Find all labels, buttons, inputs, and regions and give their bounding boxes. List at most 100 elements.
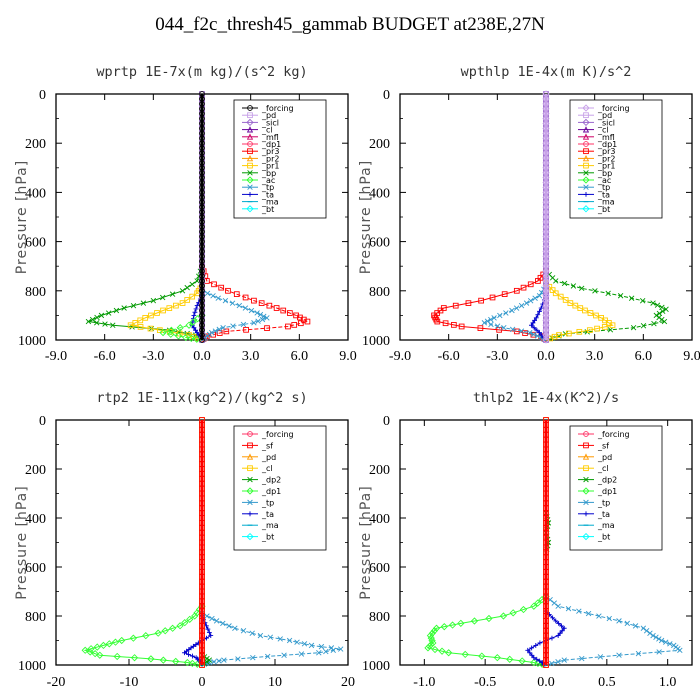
data-point bbox=[192, 309, 198, 315]
legend-marker bbox=[583, 499, 589, 506]
data-point bbox=[530, 331, 537, 338]
legend-label: _sf bbox=[261, 441, 273, 450]
panel-title: wpthlp 1E-4x(m K)/s^2 bbox=[461, 64, 632, 80]
y-tick-label: 400 bbox=[25, 186, 46, 201]
data-point bbox=[561, 657, 567, 663]
data-point bbox=[485, 614, 493, 623]
data-point bbox=[537, 640, 543, 646]
legend-entry: _pr2 bbox=[578, 154, 615, 163]
legend-entry: _ta bbox=[242, 510, 274, 519]
data-point bbox=[594, 325, 600, 332]
panel-title: wprtp 1E-7x(m kg)/(s^2 kg) bbox=[96, 64, 307, 80]
data-point bbox=[110, 322, 116, 328]
legend-marker bbox=[583, 511, 589, 517]
data-point bbox=[213, 618, 220, 624]
data-point bbox=[169, 624, 177, 632]
data-point bbox=[225, 287, 231, 294]
data-point bbox=[167, 326, 176, 334]
data-point bbox=[647, 630, 653, 636]
data-point bbox=[630, 324, 637, 331]
data-point bbox=[248, 307, 255, 314]
legend-marker bbox=[583, 442, 589, 449]
data-point bbox=[176, 622, 184, 630]
legend-entry: _tp bbox=[242, 498, 274, 507]
y-tick-label: 200 bbox=[369, 463, 390, 478]
data-point bbox=[542, 292, 550, 300]
legend-marker bbox=[247, 105, 253, 111]
data-point bbox=[530, 658, 538, 667]
data-point bbox=[552, 290, 559, 297]
data-point bbox=[503, 310, 509, 316]
legend-entry: _ma bbox=[242, 521, 279, 530]
data-point bbox=[323, 648, 329, 655]
data-point bbox=[542, 213, 550, 221]
y-tick-label: 800 bbox=[25, 285, 46, 300]
data-point bbox=[183, 658, 192, 667]
data-point bbox=[576, 328, 583, 335]
data-point bbox=[249, 630, 255, 636]
data-point bbox=[579, 655, 585, 662]
data-point bbox=[173, 302, 179, 309]
legend-marker bbox=[246, 532, 254, 541]
legend-entry: _ta bbox=[578, 190, 610, 199]
data-point bbox=[206, 657, 213, 663]
series-path bbox=[482, 285, 547, 341]
data-point bbox=[643, 628, 650, 634]
legend-label: _bp bbox=[597, 169, 612, 178]
data-point bbox=[251, 297, 257, 304]
data-point bbox=[458, 323, 465, 330]
data-point bbox=[659, 304, 665, 311]
data-point bbox=[208, 633, 214, 638]
data-point bbox=[549, 287, 556, 293]
legend-entry: _bp bbox=[578, 169, 612, 178]
data-point bbox=[660, 308, 666, 315]
legend-label: _dp1 bbox=[261, 140, 281, 149]
legend-label: _pr1 bbox=[261, 162, 279, 171]
data-point bbox=[254, 310, 260, 316]
y-tick-label: 0 bbox=[383, 88, 390, 103]
data-point bbox=[596, 613, 602, 619]
legend-marker bbox=[247, 499, 253, 506]
legend-marker bbox=[583, 148, 589, 155]
data-point bbox=[542, 90, 550, 98]
legend-marker bbox=[247, 192, 253, 197]
data-point bbox=[542, 110, 550, 118]
legend-marker bbox=[582, 133, 590, 140]
data-point bbox=[555, 659, 561, 665]
series-line bbox=[199, 91, 205, 343]
data-point bbox=[118, 636, 126, 645]
data-point bbox=[222, 297, 229, 304]
legend-label: _forcing bbox=[597, 104, 630, 113]
data-point bbox=[298, 651, 305, 657]
data-point bbox=[543, 662, 549, 668]
data-point bbox=[518, 657, 526, 665]
x-tick-label: 0.0 bbox=[193, 349, 211, 364]
data-point bbox=[542, 287, 550, 295]
x-tick-label: -1.0 bbox=[413, 675, 435, 690]
data-point bbox=[99, 641, 108, 650]
legend-label: _dp2 bbox=[261, 476, 281, 485]
data-point bbox=[426, 631, 435, 640]
data-point bbox=[251, 320, 257, 326]
data-point bbox=[531, 655, 537, 661]
data-point bbox=[624, 620, 630, 627]
data-point bbox=[189, 281, 195, 288]
data-point bbox=[93, 643, 101, 651]
data-point bbox=[542, 188, 550, 197]
data-point bbox=[229, 300, 236, 306]
data-point bbox=[258, 300, 265, 306]
legend: _forcing _sf _pd _cl _dp2 _dp1 _tp _ta _ma _bt bbox=[569, 425, 663, 551]
panel-3: rtp2 1E-11x(kg^2)/(kg^2 s) Pressure [hPa]… bbox=[14, 390, 355, 690]
data-point bbox=[304, 318, 311, 325]
data-point bbox=[532, 295, 538, 301]
data-point bbox=[204, 659, 210, 665]
data-point bbox=[277, 636, 283, 642]
data-point bbox=[538, 305, 544, 311]
legend-label: _dp2 bbox=[597, 476, 617, 485]
data-point bbox=[440, 623, 448, 631]
legend-marker bbox=[583, 162, 589, 169]
y-tick-label: 1000 bbox=[18, 659, 46, 674]
legend-entry: _cl bbox=[242, 126, 273, 135]
data-point bbox=[236, 302, 243, 309]
data-point bbox=[542, 257, 550, 265]
